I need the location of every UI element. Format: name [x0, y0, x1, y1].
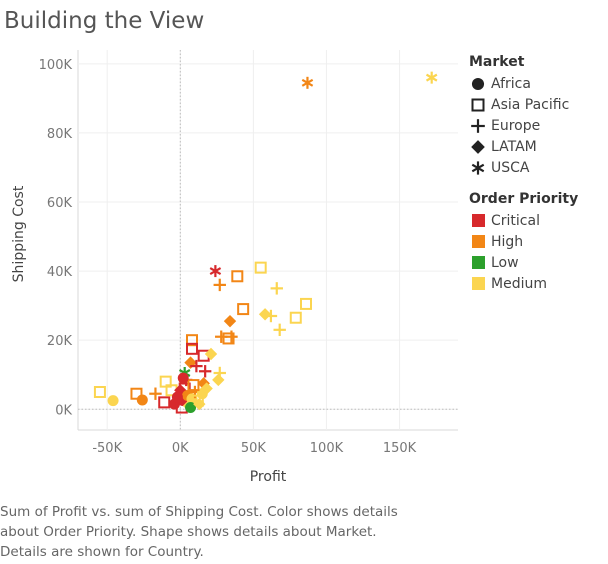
color-swatch-icon: [469, 254, 487, 272]
caption-line: Details are shown for Country.: [0, 544, 204, 560]
data-point-europe: [213, 278, 226, 292]
x-tick-label: 50K: [241, 441, 267, 456]
priority-color-swatch: [471, 214, 485, 227]
data-point-asia-pacific: [289, 311, 302, 324]
data-point-asia-pacific: [187, 379, 200, 392]
data-point-asia-pacific: [300, 297, 312, 310]
market-legend-item[interactable]: Europe: [469, 115, 569, 136]
y-tick-label: 60K: [47, 196, 73, 211]
square-glyph: [471, 98, 485, 111]
grid-layer: [77, 50, 458, 431]
data-point-asia-pacific: [93, 386, 106, 398]
data-point-africa: [177, 372, 189, 384]
priority-legend-label: Critical: [491, 212, 540, 229]
market-legend-item[interactable]: LATAM: [469, 136, 569, 157]
data-point-asia-pacific: [186, 334, 198, 347]
y-axis-title: Shipping Cost: [11, 185, 27, 282]
data-point-usca: [209, 265, 222, 278]
data-point-asia-pacific: [237, 303, 250, 316]
color-swatch-icon: [469, 275, 487, 293]
color-swatch-icon: [469, 233, 487, 251]
x-tick-label: -50K: [92, 441, 122, 456]
data-point-europe: [273, 323, 286, 337]
data-point-europe: [270, 282, 283, 295]
data-point-asia-pacific: [254, 261, 267, 274]
y-tick-label: 0K: [55, 403, 72, 418]
y-tick-label: 40K: [47, 265, 73, 280]
data-point-latam: [223, 314, 237, 328]
priority-legend-item[interactable]: High: [469, 231, 578, 252]
data-point-europe: [225, 330, 238, 343]
data-point-europe: [264, 309, 278, 323]
priority-legend-label: High: [491, 233, 524, 250]
data-point-africa: [107, 395, 119, 407]
priority-color-swatch: [471, 235, 485, 248]
market-legend-label: Asia Pacific: [491, 96, 570, 113]
data-point-usca: [425, 71, 438, 84]
data-point-europe: [190, 359, 203, 373]
y-tick-label: 80K: [47, 127, 73, 142]
data-point-asia-pacific: [186, 342, 198, 355]
asterisk-glyph: [471, 160, 485, 175]
market-legend-label: Europe: [491, 117, 541, 134]
data-point-asia-pacific: [130, 387, 143, 400]
y-tick-label: 100K: [39, 58, 73, 73]
data-point-asia-pacific: [222, 332, 235, 345]
data-point-europe: [149, 387, 162, 400]
market-legend-label: USCA: [491, 159, 530, 176]
priority-color-swatch: [471, 277, 485, 290]
axis-layer: 0K 20K 40K 60K 80K 100K -50K 0K 50K 100K 150K: [39, 58, 417, 456]
circle-marker-icon: [469, 75, 487, 93]
priority-legend-label: Medium: [491, 275, 547, 292]
data-point-asia-pacific: [231, 270, 244, 283]
x-tick-label: 0K: [172, 441, 189, 456]
chart-caption: Sum of Profit vs. sum of Shipping Cost. …: [0, 502, 430, 562]
market-legend[interactable]: Market Africa Asia Pacific Europe LATAM USCA: [469, 54, 569, 178]
color-swatch-icon: [469, 212, 487, 230]
asterisk-marker-icon: [469, 159, 487, 177]
data-point-africa: [136, 394, 148, 406]
data-point-latam: [200, 382, 213, 395]
priority-legend-item[interactable]: Medium: [469, 273, 578, 294]
market-legend-item[interactable]: USCA: [469, 157, 569, 178]
market-legend-label: Africa: [491, 75, 531, 92]
chart-title: Building the View: [4, 8, 205, 34]
data-point-latam: [258, 308, 272, 321]
data-point-usca: [301, 76, 314, 89]
x-tick-label: 150K: [383, 441, 417, 456]
x-tick-label: 100K: [310, 441, 344, 456]
caption-line: about Order Priority. Shape shows detail…: [0, 524, 377, 540]
data-point-africa: [171, 391, 183, 403]
data-point-latam: [204, 347, 218, 361]
plus-glyph: [471, 118, 485, 133]
diamond-glyph: [471, 139, 485, 154]
market-legend-item[interactable]: Africa: [469, 73, 569, 94]
market-legend-item[interactable]: Asia Pacific: [469, 94, 569, 115]
market-legend-label: LATAM: [491, 138, 537, 155]
priority-legend-title: Order Priority: [469, 191, 579, 207]
plus-marker-icon: [469, 117, 487, 135]
circle-glyph: [471, 77, 485, 90]
data-point-latam: [212, 373, 225, 387]
x-axis-title: Profit: [250, 469, 287, 485]
point-layer: [93, 71, 438, 414]
priority-legend-label: Low: [491, 254, 519, 271]
y-tick-label: 20K: [47, 334, 73, 349]
priority-legend[interactable]: Order Priority Critical High Low Medium: [469, 191, 578, 294]
data-point-africa: [185, 402, 197, 414]
data-point-europe: [198, 365, 212, 378]
priority-legend-item[interactable]: Critical: [469, 210, 578, 231]
diamond-marker-icon: [469, 138, 487, 156]
priority-color-swatch: [471, 256, 485, 269]
data-point-latam: [193, 397, 206, 411]
data-point-asia-pacific: [158, 396, 171, 409]
priority-legend-item[interactable]: Low: [469, 252, 578, 273]
scatter-chart: 0K 20K 40K 60K 80K 100K -50K 0K 50K 100K 150K Prof…: [11, 50, 458, 485]
caption-line: Sum of Profit vs. sum of Shipping Cost. …: [0, 504, 398, 520]
square-marker-icon: [469, 96, 487, 114]
market-legend-title: Market: [469, 54, 525, 70]
